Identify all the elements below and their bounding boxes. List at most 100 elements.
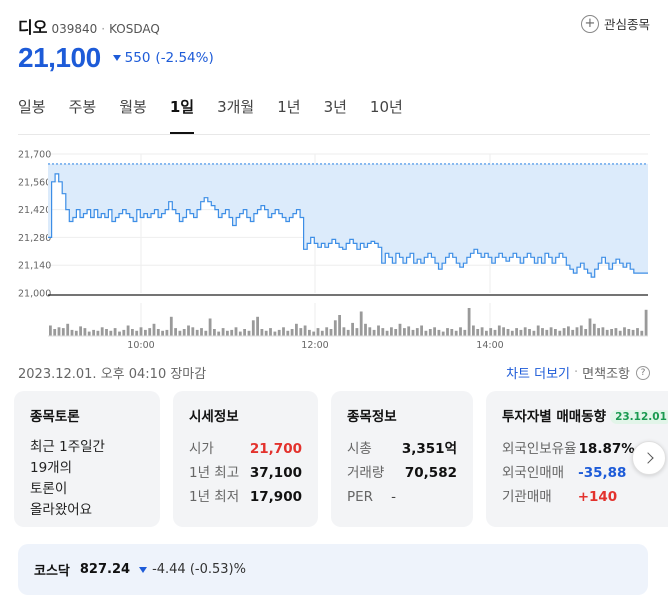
index-value: 827.24	[79, 562, 131, 577]
quote-value: 21,700	[249, 441, 302, 457]
volume-bar	[61, 328, 65, 336]
investor-value: +140	[577, 489, 618, 505]
tab-1year[interactable]: 1년	[277, 98, 301, 116]
volume-bar	[467, 308, 471, 336]
volume-bar	[325, 327, 329, 337]
volume-bar	[152, 323, 156, 337]
code-separator: ·	[101, 22, 106, 36]
volume-bar	[161, 330, 164, 337]
volume-bar	[623, 327, 626, 337]
volume-bar	[113, 328, 117, 336]
volume-bar	[96, 330, 100, 337]
volume-bar	[165, 329, 169, 336]
info-value: -	[391, 489, 396, 505]
current-price: 21,100	[18, 42, 101, 73]
info-label: PER	[347, 489, 374, 505]
period-tabs: 일봉 주봉 월봉 1일 3개월 1년 3년 10년	[18, 96, 426, 134]
info-label: 거래량	[347, 465, 385, 481]
intraday-chart[interactable]: 21,700 21,560 21,420 21,280 21,140 21,000 10:0…	[0, 140, 668, 355]
volume-bar	[251, 320, 255, 337]
discussion-card[interactable]: 종목토론 최근 1주일간 19개의 토론이 올라왔어요	[14, 391, 160, 527]
volume-bar	[579, 325, 583, 336]
tab-weekly[interactable]: 주봉	[68, 98, 97, 116]
volume-bar	[489, 328, 493, 336]
x-tick-label: 14:00	[476, 340, 503, 351]
volume-bar	[446, 328, 449, 336]
volume-bar	[463, 329, 467, 336]
volume-bar	[355, 328, 359, 336]
y-tick-label: 21,280	[18, 233, 51, 244]
info-card[interactable]: 종목정보 시총 3,351억 거래량 70,582 PER -	[331, 391, 473, 527]
kosdaq-index-bar[interactable]: 코스닥 827.24 -4.44 (-0.53)%	[18, 544, 648, 595]
price-change: 550	[124, 50, 151, 66]
volume-bar	[575, 327, 579, 337]
investor-value: 18.87%	[578, 441, 635, 457]
cards-next-button[interactable]	[632, 441, 666, 475]
volume-bar	[338, 315, 341, 336]
quote-label: 1년 최고	[189, 465, 240, 481]
volume-bar	[415, 328, 419, 336]
volume-bar	[178, 330, 182, 337]
tab-monthly[interactable]: 월봉	[119, 98, 147, 116]
volume-bar	[372, 329, 376, 336]
tabs-divider	[18, 134, 650, 135]
tab-3month[interactable]: 3개월	[217, 98, 255, 116]
volume-bar	[126, 325, 130, 336]
disclaimer-link[interactable]: 면책조항	[582, 367, 630, 382]
volume-bar	[506, 329, 510, 336]
volume-bar	[398, 323, 402, 337]
tab-3year[interactable]: 3년	[323, 98, 347, 116]
volume-bar	[528, 329, 531, 336]
volume-bar	[66, 323, 70, 337]
quote-value: 37,100	[249, 465, 302, 481]
y-tick-label: 21,000	[18, 289, 51, 300]
volume-bar	[260, 329, 264, 336]
exchange-name: KOSDAQ	[109, 22, 160, 36]
volume-bar	[450, 329, 454, 336]
volume-bar	[437, 329, 441, 336]
volume-bar	[238, 331, 242, 336]
volume-bar	[83, 328, 87, 336]
tab-10year[interactable]: 10년	[369, 98, 403, 116]
volume-bar	[139, 327, 143, 337]
discussion-line: 토론이	[30, 481, 68, 497]
volume-bar	[282, 327, 285, 337]
chart-more-link[interactable]: 차트 더보기	[506, 367, 571, 382]
volume-bar	[312, 331, 316, 336]
help-icon[interactable]: ?	[636, 365, 650, 380]
volume-bar	[109, 330, 113, 337]
volume-bar	[195, 329, 199, 336]
volume-bar	[502, 327, 505, 337]
volume-bar	[523, 327, 527, 337]
add-favorite-button[interactable]: + 관심종목	[580, 14, 650, 33]
down-triangle-icon	[139, 566, 148, 573]
volume-bar	[459, 327, 462, 337]
volume-bar	[148, 328, 152, 336]
investor-label: 외국인보유율	[502, 441, 577, 457]
volume-bar	[49, 325, 52, 336]
tab-1day[interactable]: 1일	[169, 96, 195, 134]
chevron-right-icon	[641, 452, 654, 464]
quote-row-year-low: 1년 최저 17,900	[189, 485, 302, 509]
volume-bar	[346, 329, 350, 336]
volume-bar	[364, 323, 367, 337]
info-label: 시총	[347, 441, 372, 457]
tab-daily[interactable]: 일봉	[18, 98, 46, 116]
volume-bar	[303, 325, 307, 336]
investor-row-foreign-ratio: 외국인보유율 18.87%	[502, 437, 662, 461]
quote-card[interactable]: 시세정보 시가 21,700 1년 최고 37,100 1년 최저 17,900	[173, 391, 318, 527]
volume-bar	[277, 329, 281, 336]
info-value: 70,582	[404, 465, 457, 481]
volume-bar	[247, 330, 251, 337]
down-triangle-icon	[112, 55, 121, 61]
volume-bar	[497, 325, 501, 336]
volume-bar	[558, 330, 562, 337]
volume-bar	[562, 328, 566, 336]
volume-bar	[597, 328, 600, 336]
volume-bar	[256, 316, 259, 337]
volume-bar	[131, 329, 134, 336]
chart-svg: 21,700 21,560 21,420 21,280 21,140 21,000 10:0…	[18, 150, 648, 351]
volume-bar	[243, 329, 246, 336]
volume-bar	[57, 327, 61, 337]
stock-name: 디오	[18, 18, 48, 37]
